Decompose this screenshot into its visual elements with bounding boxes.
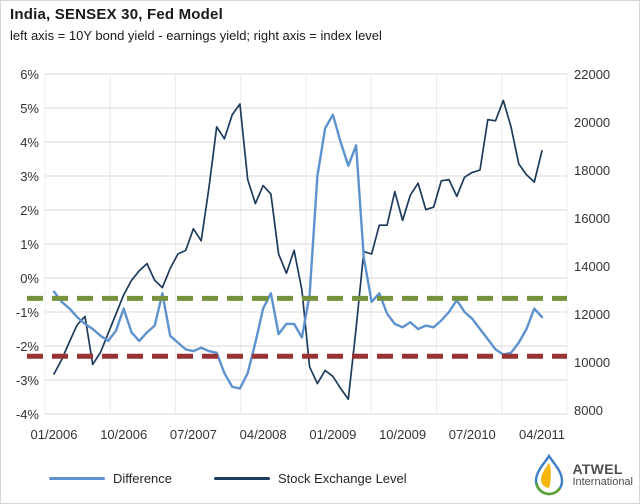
chart-plot-area: 6% 5% 4% 3% 2% 1% 0% -1% -2% -3% -4% 22000 20000 1800… [16, 67, 610, 442]
y-right-tick-label: 8000 [574, 403, 603, 418]
y-left-tick-label: 4% [20, 135, 39, 150]
series-line-stock-exchange-level [53, 99, 543, 401]
x-tick-label: 01/2009 [309, 427, 356, 442]
x-tick-label: 04/2008 [240, 427, 287, 442]
y-left-tick-label: 5% [20, 101, 39, 116]
chart-subtitle: left axis = 10Y bond yield - earnings yi… [10, 28, 382, 43]
y-left-tick-label: -2% [16, 339, 40, 354]
legend-label-stock-exchange-level: Stock Exchange Level [278, 470, 407, 486]
y-right-tick-label: 16000 [574, 211, 610, 226]
legend-label-difference: Difference [113, 470, 173, 486]
y-left-tick-label: -4% [16, 407, 40, 422]
x-tick-label: 01/2006 [31, 427, 78, 442]
atwel-logo: ATWEL International [532, 453, 633, 497]
y-left-tick-label: 6% [20, 67, 39, 82]
legend-item-stock-exchange-level: Stock Exchange Level [214, 471, 407, 486]
y-left-tick-label: -1% [16, 305, 40, 320]
x-tick-label: 07/2010 [449, 427, 496, 442]
y-right-tick-label: 12000 [574, 307, 610, 322]
y-left-tick-label: 1% [20, 237, 39, 252]
y-left-tick-label: 0% [20, 271, 39, 286]
stock-exchange-line-swatch [214, 476, 271, 480]
x-tick-label: 07/2007 [170, 427, 217, 442]
atwel-drop-icon [535, 453, 564, 496]
y-right-tick-label: 20000 [574, 115, 610, 130]
logo-subname: International [572, 475, 633, 488]
chart-legend: Difference Stock Exchange Level [49, 467, 407, 489]
x-tick-label: 10/2006 [100, 427, 147, 442]
page-title: India, SENSEX 30, Fed Model [10, 6, 223, 23]
y-right-tick-label: 10000 [574, 355, 610, 370]
x-tick-label: 10/2009 [379, 427, 426, 442]
y-left-tick-label: 2% [20, 203, 39, 218]
x-tick-label: 04/2011 [519, 427, 565, 442]
legend-item-difference: Difference [49, 471, 172, 486]
difference-line-swatch [49, 476, 105, 480]
series-line-difference [52, 113, 544, 390]
y-right-tick-label: 14000 [574, 259, 610, 274]
y-right-tick-label: 18000 [574, 163, 610, 178]
logo-name: ATWEL [572, 460, 623, 477]
y-left-tick-label: -3% [16, 373, 40, 388]
y-right-tick-label: 22000 [574, 67, 610, 82]
y-left-tick-label: 3% [20, 169, 39, 184]
